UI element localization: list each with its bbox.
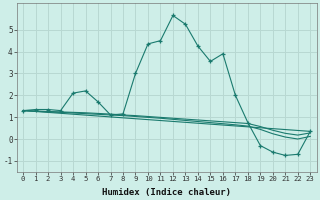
X-axis label: Humidex (Indice chaleur): Humidex (Indice chaleur): [102, 188, 231, 197]
